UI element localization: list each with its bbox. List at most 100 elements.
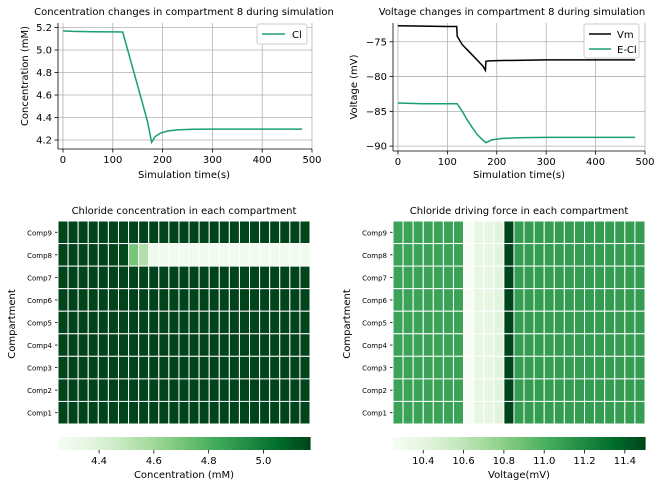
heatmap-cell <box>168 400 180 425</box>
heatmap-cell <box>402 400 414 425</box>
heatmap-cell <box>218 265 230 290</box>
colorbar-segment <box>70 437 74 450</box>
heatmap-cell <box>57 378 69 402</box>
colorbar-segment <box>522 437 526 450</box>
colorbar-segment <box>202 437 206 450</box>
heatmap-cell <box>117 355 130 380</box>
heatmap-cell <box>158 400 170 425</box>
heatmap-title: Chloride driving force in each compartme… <box>410 206 629 217</box>
heatmap-cell <box>604 220 616 245</box>
heatmap-cell <box>279 355 291 380</box>
colorbar-segment <box>639 437 643 450</box>
heatmap-cell <box>594 355 606 380</box>
colorbar-segment <box>633 437 637 450</box>
colorbar-segment <box>220 437 224 450</box>
heatmap-cell <box>77 288 89 312</box>
heatmap-cell <box>493 243 505 267</box>
heatmap-cell <box>87 310 99 335</box>
colorbar-segment <box>426 437 430 450</box>
heatmap-cell <box>422 310 434 335</box>
heatmap-cell <box>289 288 301 312</box>
heatmap-cell <box>188 220 200 245</box>
x-axis-label: Simulation time(s) <box>473 170 565 181</box>
heatmap-cell <box>563 355 575 380</box>
heatmap-cell <box>493 355 505 380</box>
colorbar-segment <box>73 437 77 450</box>
heatmap-cell <box>624 265 636 290</box>
heatmap-cell <box>97 265 109 290</box>
colorbar-segment <box>208 437 212 450</box>
colorbar-segment <box>600 437 604 450</box>
colorbar-segment <box>507 437 511 450</box>
colorbar-segment <box>292 437 296 450</box>
colorbar-segment <box>558 437 562 450</box>
heatmap-cell <box>259 243 271 267</box>
heatmap-cell <box>402 265 414 290</box>
heatmap-cell <box>289 243 301 267</box>
heatmap-cell <box>57 400 69 425</box>
heatmap-cell <box>97 243 109 267</box>
heatmap-cell <box>533 288 545 312</box>
heatmap-cell <box>442 400 454 425</box>
heatmap-cell <box>533 310 545 335</box>
colorbar-segment <box>552 437 556 450</box>
colorbar-segment <box>76 437 80 450</box>
heatmap-cell <box>107 400 119 425</box>
heatmap-cell <box>138 355 150 380</box>
heatmap-cell <box>259 400 271 425</box>
heatmap-cell <box>138 243 150 267</box>
heatmap-cell <box>432 355 444 380</box>
heatmap-cell <box>463 220 475 245</box>
heatmap-cell <box>198 400 210 425</box>
x-tick-label: 300 <box>203 155 222 166</box>
colorbar-segment <box>136 437 140 450</box>
heatmap-cell <box>178 333 190 357</box>
colorbar-segment <box>94 437 98 450</box>
heatmap-cell <box>483 355 495 380</box>
heatmap-cell <box>543 220 555 245</box>
heatmap-cell <box>422 378 434 402</box>
heatmap-cell <box>289 400 301 425</box>
series-line-vm <box>397 25 636 73</box>
heatmap-cell <box>279 400 291 425</box>
colorbar-segment <box>468 437 472 450</box>
heatmap-cell <box>198 378 210 402</box>
row-label: Comp5 <box>362 320 387 328</box>
heatmap-cell <box>563 378 575 402</box>
heatmap-cell <box>188 288 200 312</box>
colorbar-tick-label: 11.4 <box>614 456 636 467</box>
heatmap-cell <box>422 288 434 312</box>
heatmap-cell <box>452 400 465 425</box>
colorbar-segment <box>429 437 433 450</box>
colorbar-segment <box>393 437 397 450</box>
colorbar-segment <box>274 437 278 450</box>
plot-lines <box>397 25 636 144</box>
colorbar-segment <box>100 437 104 450</box>
heatmap-cell <box>87 220 99 245</box>
colorbar-segment <box>537 437 541 450</box>
heatmap-cell <box>503 310 515 335</box>
x-tick-label: 500 <box>302 155 321 166</box>
heatmap-cell <box>188 310 200 335</box>
heatmap-cell <box>148 378 160 402</box>
colorbar-segment <box>594 437 598 450</box>
y-tick-label: 4.4 <box>36 113 52 124</box>
colorbar-segment <box>217 437 221 450</box>
colorbar-segment <box>157 437 161 450</box>
heatmap-cell <box>168 378 180 402</box>
axes: 0 100 200 300 400 500 4.2 4.4 4.6 4.8 5.0 5.2 <box>36 23 322 166</box>
heatmap-cell <box>138 220 150 245</box>
colorbar-segment <box>435 437 439 450</box>
heatmap-cell <box>188 333 200 357</box>
heatmap-cell <box>198 355 210 380</box>
heatmap-cell <box>513 265 525 290</box>
heatmap-cell <box>573 265 586 290</box>
heatmap-cell <box>614 400 626 425</box>
heatmap-cell <box>97 288 109 312</box>
colorbar-segment <box>193 437 197 450</box>
colorbar-segment <box>432 437 436 450</box>
heatmap-cell <box>208 333 220 357</box>
heatmap-cell <box>624 355 636 380</box>
colorbar-segment <box>516 437 520 450</box>
